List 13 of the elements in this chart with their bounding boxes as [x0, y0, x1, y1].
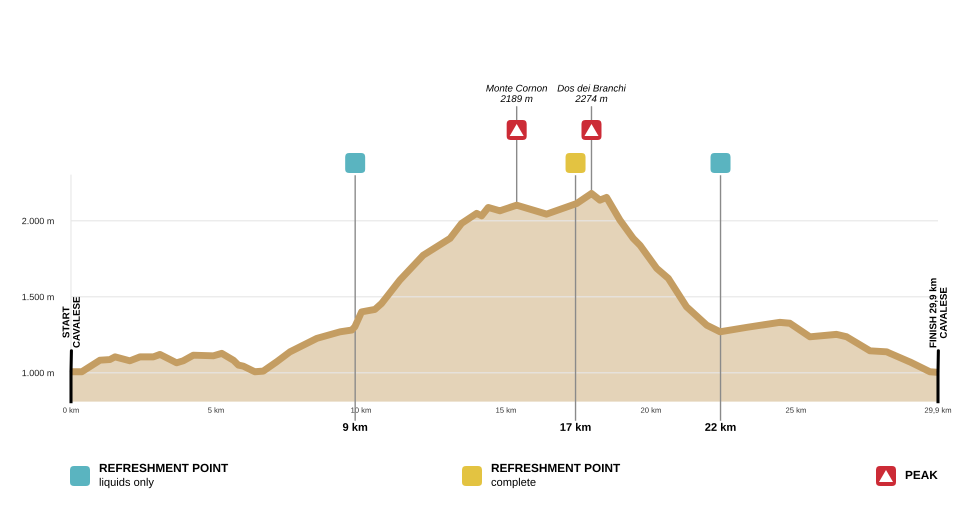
ref-line-label: 22 km [705, 422, 736, 431]
annotation: Dos dei Branchi 2274 m [557, 84, 626, 102]
y-tick-label: 2.000 m [22, 218, 54, 224]
annotation: FINISH 29,9 km CAVALESE [929, 278, 947, 348]
y-tick-label: 1.500 m [22, 294, 54, 300]
text: REFRESHMENT POINT complete [491, 464, 620, 488]
ref-line-label: 9 km [342, 422, 368, 431]
annotation: Monte Cornon 2189 m [486, 84, 548, 102]
text: REFRESHMENT POINT liquids only [100, 464, 228, 488]
annotation: START CAVALESE [62, 296, 80, 348]
text: PEAK [906, 470, 938, 480]
ref-line-label: 17 km [560, 422, 591, 431]
y-tick-label: 1.000 m [22, 370, 54, 376]
